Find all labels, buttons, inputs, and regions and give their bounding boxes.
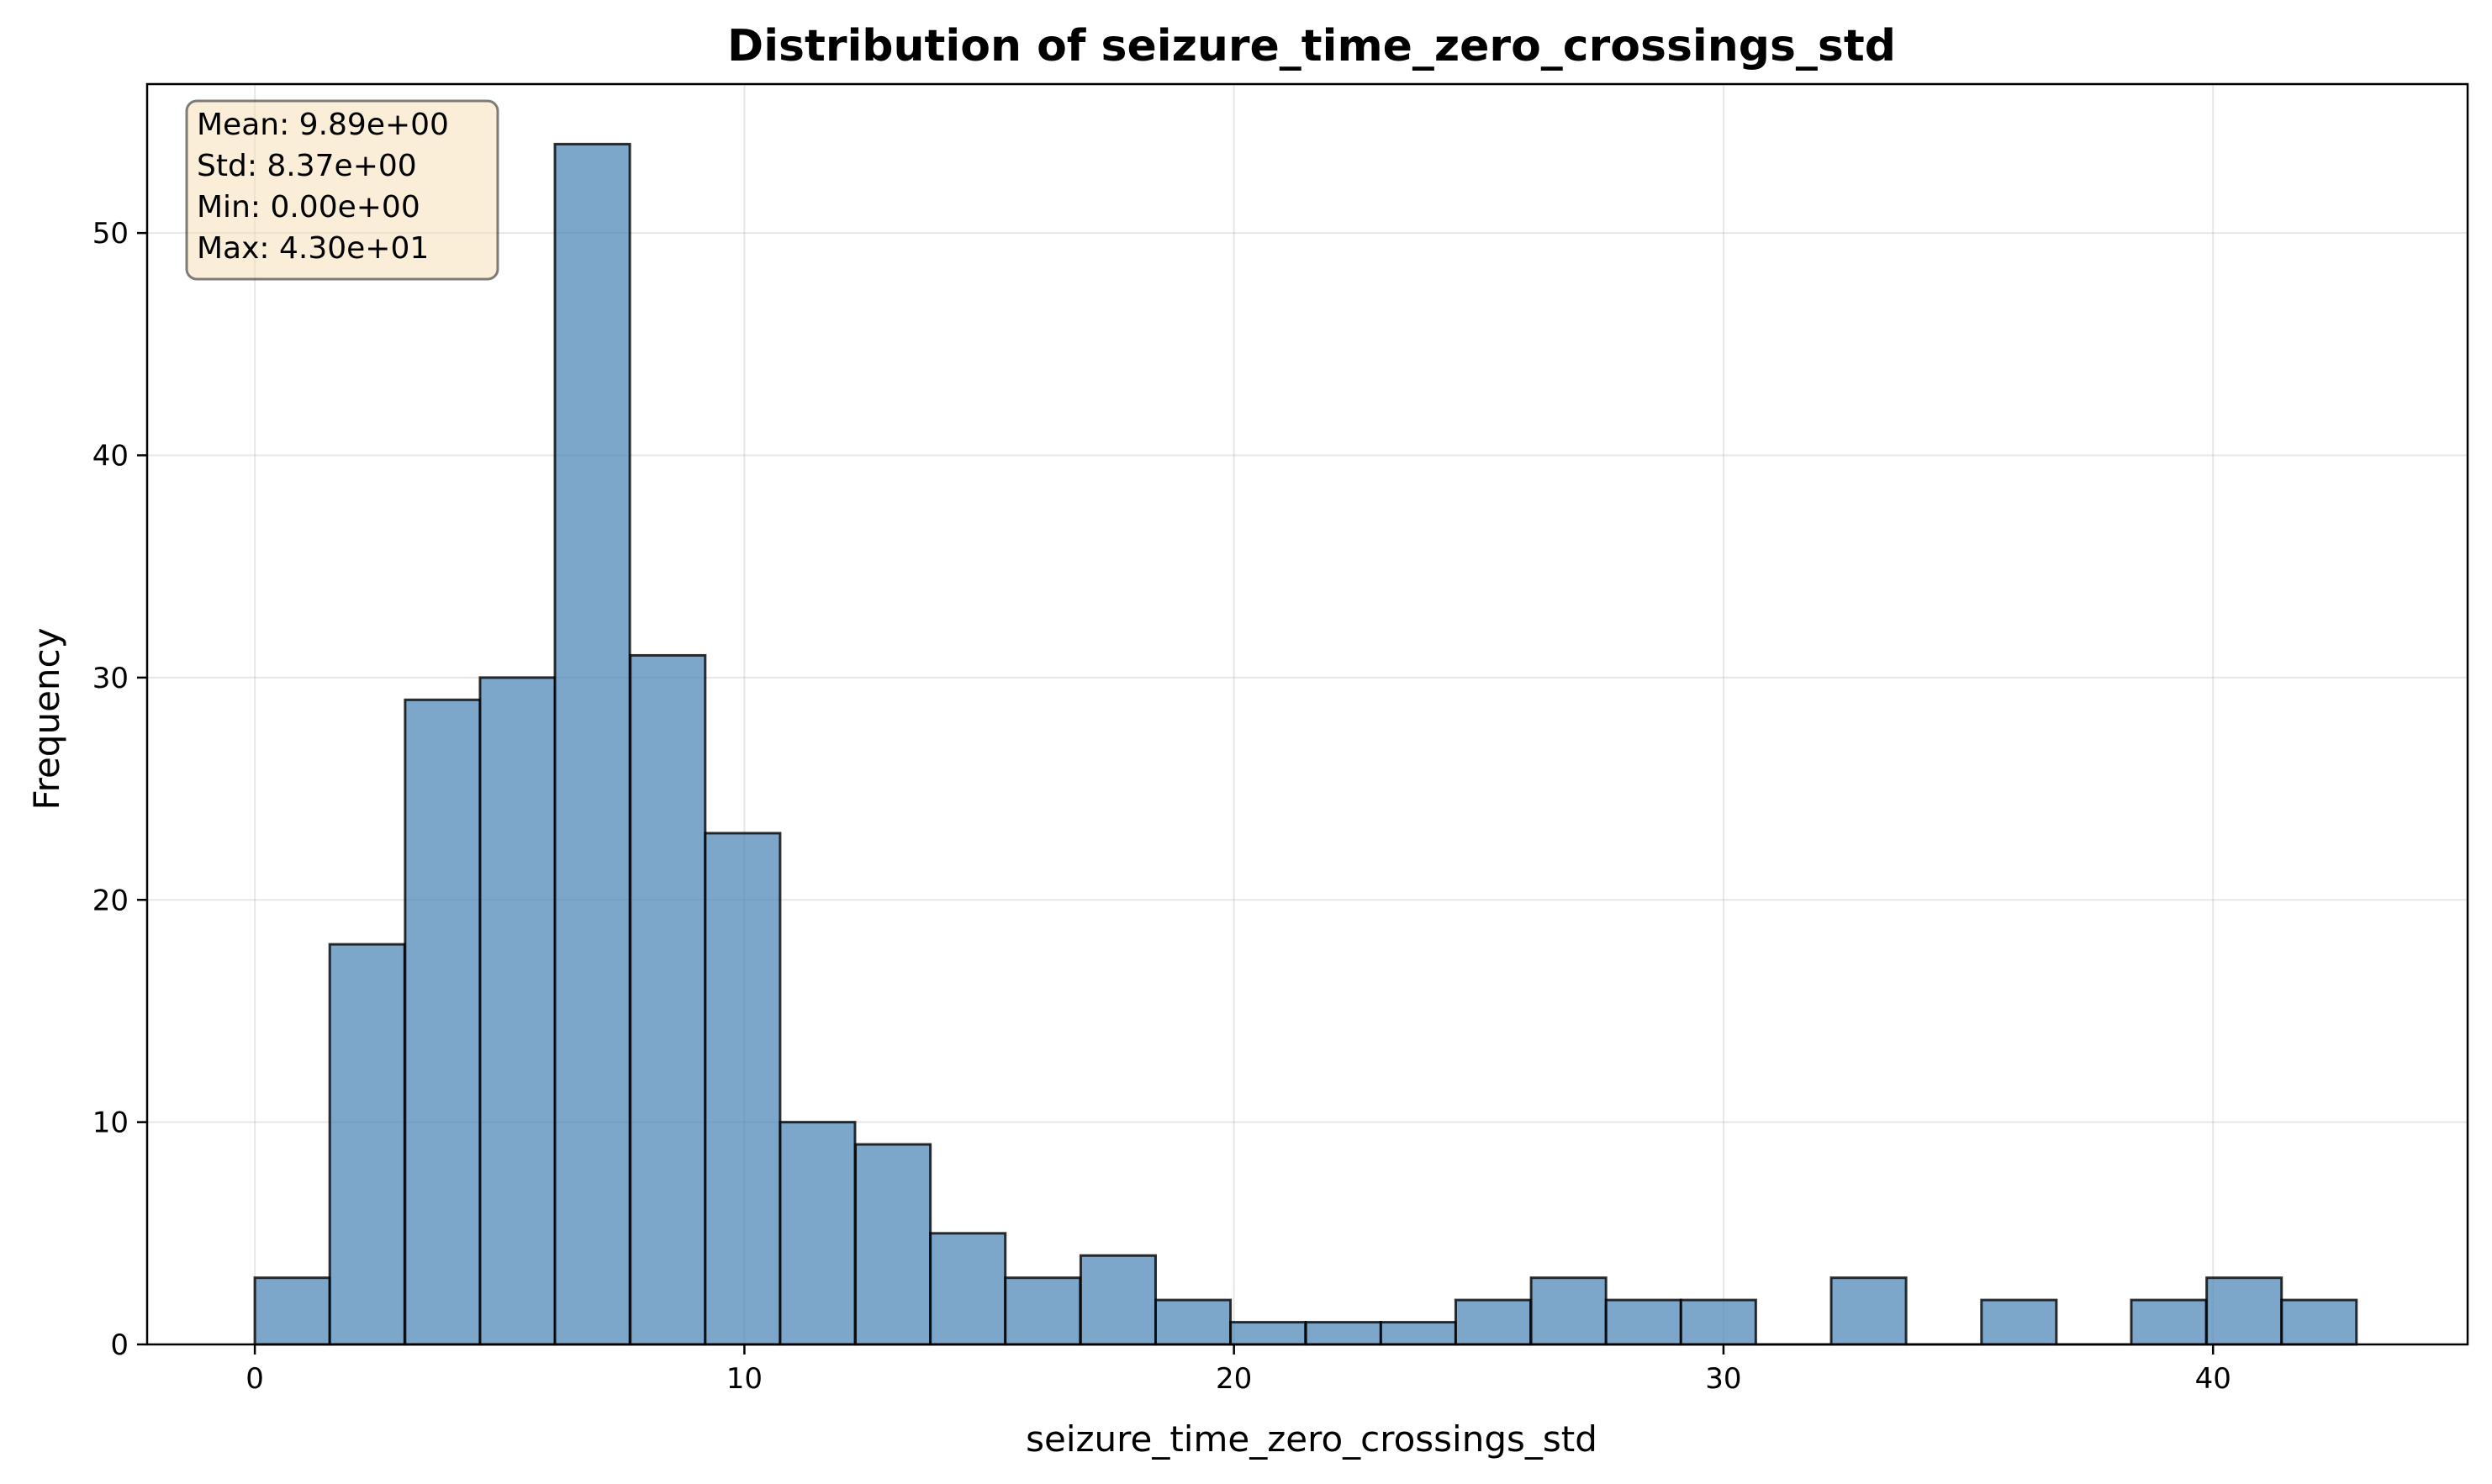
- histogram-bar: [1379, 1321, 1457, 1346]
- histogram-bar: [1079, 1254, 1157, 1346]
- y-tick-label: 20: [92, 884, 129, 917]
- stats-box: Mean: 9.89e+00 Std: 8.37e+00 Min: 0.00e+…: [185, 99, 499, 281]
- histogram-bar: [1529, 1276, 1608, 1346]
- y-axis-title: Frequency: [26, 628, 67, 811]
- histogram-bar: [1454, 1298, 1533, 1346]
- y-tick-label: 30: [92, 662, 129, 695]
- histogram-bar: [2130, 1298, 2208, 1346]
- histogram-bar: [1980, 1298, 2058, 1346]
- histogram-bar: [854, 1143, 932, 1346]
- x-tick-label: 20: [1216, 1362, 1252, 1396]
- histogram-bar: [553, 142, 631, 1346]
- histogram-bar: [1829, 1276, 1908, 1346]
- x-axis-ticks: 0 10 20 30 40: [246, 1344, 2231, 1396]
- stats-max: Max: 4.30e+01: [197, 231, 429, 266]
- chart-title: Distribution of seizure_time_zero_crossi…: [727, 21, 1896, 71]
- y-tick-label: 0: [110, 1328, 129, 1362]
- x-tick-label: 10: [726, 1362, 763, 1396]
- histogram-bar: [1679, 1298, 1757, 1346]
- stats-mean: Mean: 9.89e+00: [197, 108, 449, 142]
- histogram-bar: [478, 676, 557, 1346]
- y-axis-ticks: 0 10 20 30 40 50: [92, 217, 147, 1362]
- x-axis-title: seizure_time_zero_crossings_std: [1026, 1418, 1597, 1460]
- histogram-bar: [629, 653, 707, 1346]
- x-tick-label: 30: [1705, 1362, 1741, 1396]
- histogram-bar: [929, 1232, 1007, 1346]
- histogram-bar: [1154, 1298, 1233, 1346]
- histogram-bar: [1229, 1321, 1307, 1346]
- x-tick-label: 40: [2195, 1362, 2231, 1396]
- stats-min: Min: 0.00e+00: [197, 190, 420, 224]
- y-tick-label: 50: [92, 217, 129, 251]
- histogram-bar: [1604, 1298, 1682, 1346]
- histogram-bar: [1304, 1321, 1382, 1346]
- histogram-bar: [2205, 1276, 2283, 1346]
- histogram-bar: [2280, 1298, 2358, 1346]
- histogram-bar: [779, 1121, 857, 1346]
- stats-std: Std: 8.37e+00: [197, 149, 417, 183]
- histogram-bar: [253, 1276, 331, 1346]
- histogram-bar: [404, 698, 482, 1346]
- histogram-bars: [253, 142, 2358, 1346]
- histogram-bar: [1004, 1276, 1082, 1346]
- plot-frame: [145, 82, 2469, 1346]
- x-tick-label: 0: [246, 1362, 264, 1396]
- histogram-bar: [328, 943, 406, 1346]
- stats-box-background: [185, 99, 499, 281]
- y-tick-label: 40: [92, 440, 129, 473]
- histogram-bar: [704, 832, 782, 1346]
- y-tick-label: 10: [92, 1106, 129, 1140]
